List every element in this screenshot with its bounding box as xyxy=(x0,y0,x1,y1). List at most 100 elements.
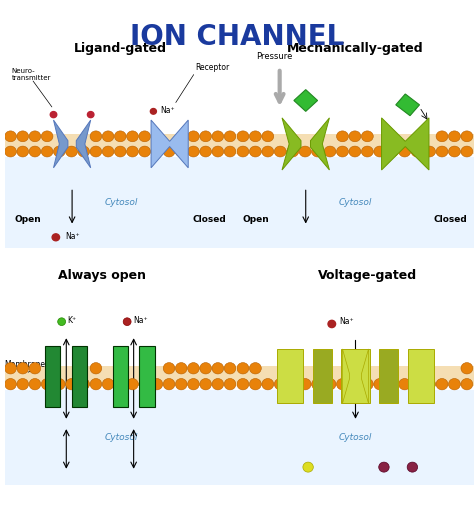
Circle shape xyxy=(262,146,274,157)
Text: Ligand-gated: Ligand-gated xyxy=(74,42,167,55)
Text: Na⁺: Na⁺ xyxy=(160,106,175,115)
Text: Closed: Closed xyxy=(433,215,467,224)
Circle shape xyxy=(224,146,236,157)
Circle shape xyxy=(115,379,126,390)
Circle shape xyxy=(303,462,313,472)
Circle shape xyxy=(115,131,126,142)
Circle shape xyxy=(151,146,163,157)
Circle shape xyxy=(386,146,398,157)
Circle shape xyxy=(66,146,77,157)
Circle shape xyxy=(90,379,102,390)
Circle shape xyxy=(90,131,102,142)
Bar xyxy=(237,366,474,386)
Circle shape xyxy=(361,131,374,142)
Circle shape xyxy=(163,379,175,390)
Circle shape xyxy=(249,363,261,374)
Circle shape xyxy=(54,146,65,157)
Circle shape xyxy=(374,379,386,390)
Circle shape xyxy=(224,131,236,142)
Circle shape xyxy=(249,379,261,390)
Circle shape xyxy=(448,379,460,390)
Circle shape xyxy=(41,131,53,142)
Circle shape xyxy=(139,146,150,157)
Circle shape xyxy=(436,379,448,390)
Circle shape xyxy=(200,146,211,157)
Circle shape xyxy=(29,363,41,374)
Circle shape xyxy=(287,146,299,157)
Circle shape xyxy=(212,363,224,374)
Circle shape xyxy=(200,363,211,374)
Circle shape xyxy=(175,146,187,157)
Text: Cytosol: Cytosol xyxy=(104,433,137,442)
Circle shape xyxy=(237,146,249,157)
Circle shape xyxy=(374,146,386,157)
Circle shape xyxy=(379,462,389,472)
Bar xyxy=(237,134,474,154)
Text: Na⁺: Na⁺ xyxy=(65,232,80,241)
Circle shape xyxy=(123,318,131,326)
Text: Open: Open xyxy=(243,215,269,224)
Circle shape xyxy=(287,379,299,390)
Circle shape xyxy=(386,379,398,390)
Circle shape xyxy=(188,363,199,374)
Circle shape xyxy=(411,146,423,157)
Polygon shape xyxy=(151,120,188,168)
FancyBboxPatch shape xyxy=(237,390,474,485)
Polygon shape xyxy=(282,118,301,170)
Bar xyxy=(5,134,237,154)
Circle shape xyxy=(262,379,274,390)
Circle shape xyxy=(17,146,28,157)
Circle shape xyxy=(461,146,473,157)
Circle shape xyxy=(349,379,361,390)
Circle shape xyxy=(90,146,102,157)
Circle shape xyxy=(328,320,336,328)
Circle shape xyxy=(127,379,138,390)
Text: Closed: Closed xyxy=(192,215,226,224)
Circle shape xyxy=(41,379,53,390)
Circle shape xyxy=(78,379,90,390)
Polygon shape xyxy=(379,349,398,403)
Text: Mechanically-gated: Mechanically-gated xyxy=(287,42,424,55)
Circle shape xyxy=(262,131,274,142)
Circle shape xyxy=(324,379,336,390)
Circle shape xyxy=(17,363,28,374)
Text: K⁺: K⁺ xyxy=(67,316,77,325)
Circle shape xyxy=(58,318,65,326)
Circle shape xyxy=(17,379,28,390)
Circle shape xyxy=(127,146,138,157)
Circle shape xyxy=(424,146,436,157)
Circle shape xyxy=(200,131,211,142)
Circle shape xyxy=(312,379,324,390)
Circle shape xyxy=(127,131,138,142)
Polygon shape xyxy=(361,349,369,403)
Circle shape xyxy=(436,131,448,142)
Circle shape xyxy=(448,131,460,142)
Circle shape xyxy=(188,379,199,390)
Circle shape xyxy=(399,379,410,390)
Text: Voltage-gated: Voltage-gated xyxy=(318,270,417,282)
Circle shape xyxy=(5,131,16,142)
Polygon shape xyxy=(396,94,419,116)
Polygon shape xyxy=(139,345,155,407)
Polygon shape xyxy=(46,345,61,407)
Circle shape xyxy=(337,131,348,142)
Circle shape xyxy=(29,131,41,142)
Circle shape xyxy=(102,379,114,390)
Circle shape xyxy=(274,379,286,390)
Text: Pressure: Pressure xyxy=(256,52,292,61)
Circle shape xyxy=(150,109,156,114)
Circle shape xyxy=(175,379,187,390)
Circle shape xyxy=(41,146,53,157)
Circle shape xyxy=(299,379,311,390)
Circle shape xyxy=(90,363,102,374)
Polygon shape xyxy=(408,349,434,403)
Polygon shape xyxy=(294,90,318,112)
Circle shape xyxy=(29,379,41,390)
Circle shape xyxy=(115,146,126,157)
Circle shape xyxy=(102,146,114,157)
Circle shape xyxy=(324,146,336,157)
Circle shape xyxy=(212,131,224,142)
Polygon shape xyxy=(76,120,91,168)
Circle shape xyxy=(200,379,211,390)
Circle shape xyxy=(29,146,41,157)
